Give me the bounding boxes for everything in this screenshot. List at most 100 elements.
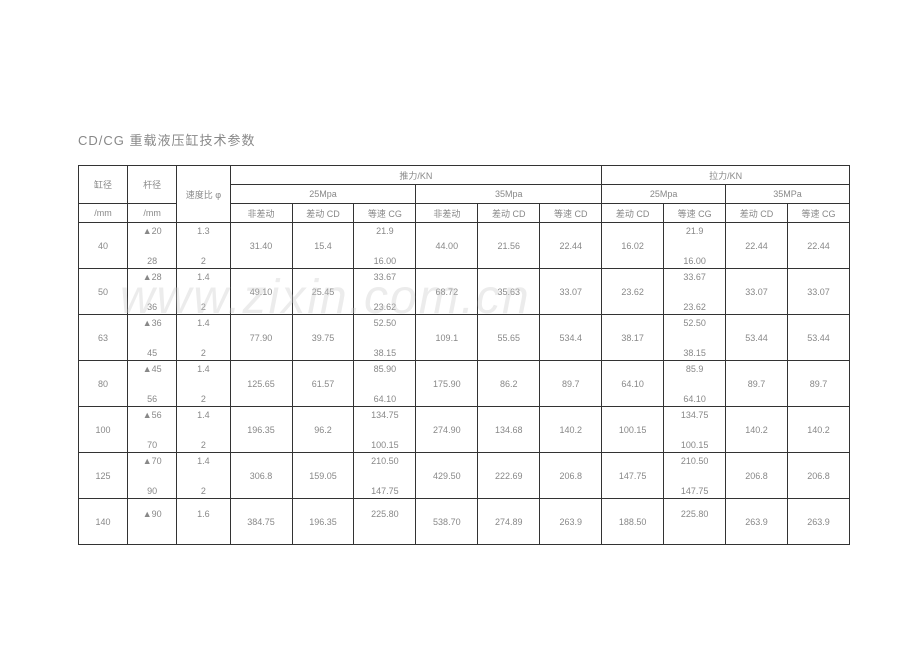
subcol: 差动 CD <box>478 204 540 223</box>
cell: 274.89 <box>478 499 540 545</box>
cell: 15.4 <box>292 223 354 269</box>
cell-bore: 140 <box>79 499 128 545</box>
subcol: 非差动 <box>230 204 292 223</box>
col-25mpa-pull: 25Mpa <box>602 185 726 204</box>
cell: ▲5670 <box>128 407 177 453</box>
subcol: 非差动 <box>416 204 478 223</box>
cell: 89.7 <box>540 361 602 407</box>
cell: 210.50147.75 <box>664 453 726 499</box>
cell: 52.5038.15 <box>664 315 726 361</box>
cell: 96.2 <box>292 407 354 453</box>
subcol: 等速 CD <box>540 204 602 223</box>
cell: 134.75100.15 <box>354 407 416 453</box>
cell: 1.42 <box>177 453 230 499</box>
cell: 64.10 <box>602 361 664 407</box>
table-row: 40▲20281.3231.4015.421.916.0044.0021.562… <box>79 223 850 269</box>
cell: 55.65 <box>478 315 540 361</box>
cell-bore: 125 <box>79 453 128 499</box>
cell: 22.44 <box>787 223 849 269</box>
cell: 44.00 <box>416 223 478 269</box>
cell: 274.90 <box>416 407 478 453</box>
cell: 306.8 <box>230 453 292 499</box>
col-rod: 杆径 <box>128 166 177 204</box>
cell: 188.50 <box>602 499 664 545</box>
cell: 109.1 <box>416 315 478 361</box>
cell: 68.72 <box>416 269 478 315</box>
cell: 429.50 <box>416 453 478 499</box>
cell: ▲4556 <box>128 361 177 407</box>
cell: 89.7 <box>787 361 849 407</box>
cell: 140.2 <box>726 407 788 453</box>
cell: 206.8 <box>787 453 849 499</box>
cell: 225.80 <box>354 499 416 545</box>
table-row: 140▲901.6384.75196.35225.80538.70274.892… <box>79 499 850 545</box>
cell: ▲90 <box>128 499 177 545</box>
cell: 21.916.00 <box>664 223 726 269</box>
cell: 1.42 <box>177 361 230 407</box>
col-35mpa: 35Mpa <box>416 185 602 204</box>
col-pull: 拉力/KN <box>602 166 850 185</box>
cell: 210.50147.75 <box>354 453 416 499</box>
table-row: 80▲45561.42125.6561.5785.9064.10175.9086… <box>79 361 850 407</box>
cell: 33.6723.62 <box>354 269 416 315</box>
cell: 49.10 <box>230 269 292 315</box>
cell: 147.75 <box>602 453 664 499</box>
cell: 1.42 <box>177 315 230 361</box>
cell: 33.07 <box>787 269 849 315</box>
cell: 206.8 <box>540 453 602 499</box>
cell: 140.2 <box>787 407 849 453</box>
subcol: 差动 CD <box>602 204 664 223</box>
table-row: 125▲70901.42306.8159.05210.50147.75429.5… <box>79 453 850 499</box>
cell: 1.32 <box>177 223 230 269</box>
cell: 85.964.10 <box>664 361 726 407</box>
subcol: 差动 CD <box>292 204 354 223</box>
cell: 22.44 <box>726 223 788 269</box>
cell: ▲2028 <box>128 223 177 269</box>
cell: 1.42 <box>177 269 230 315</box>
cell-bore: 40 <box>79 223 128 269</box>
table-header-row: 缸径 杆径 速度比 φ 推力/KN 拉力/KN <box>79 166 850 185</box>
cell: 21.916.00 <box>354 223 416 269</box>
cell: 196.35 <box>230 407 292 453</box>
cell: 38.17 <box>602 315 664 361</box>
cell: 52.5038.15 <box>354 315 416 361</box>
cell: 33.07 <box>726 269 788 315</box>
cell: ▲7090 <box>128 453 177 499</box>
cell: 31.40 <box>230 223 292 269</box>
subcol: 等速 CG <box>354 204 416 223</box>
cell: 25.45 <box>292 269 354 315</box>
cell: 206.8 <box>726 453 788 499</box>
col-push: 推力/KN <box>230 166 602 185</box>
table-row: 63▲36451.4277.9039.7552.5038.15109.155.6… <box>79 315 850 361</box>
cell: 134.75100.15 <box>664 407 726 453</box>
cell-bore: 80 <box>79 361 128 407</box>
table-row: 100▲56701.42196.3596.2134.75100.15274.90… <box>79 407 850 453</box>
cell: 16.02 <box>602 223 664 269</box>
cell: 33.6723.62 <box>664 269 726 315</box>
cell: 22.44 <box>540 223 602 269</box>
cell: ▲2836 <box>128 269 177 315</box>
cell: 384.75 <box>230 499 292 545</box>
cell: 85.9064.10 <box>354 361 416 407</box>
cell: 77.90 <box>230 315 292 361</box>
col-25mpa: 25Mpa <box>230 185 416 204</box>
cell: 53.44 <box>726 315 788 361</box>
cell: 140.2 <box>540 407 602 453</box>
cell: 263.9 <box>787 499 849 545</box>
col-unit: /mm <box>79 204 128 223</box>
cell: 21.56 <box>478 223 540 269</box>
col-35mpa-pull: 35MPa <box>726 185 850 204</box>
cell: 175.90 <box>416 361 478 407</box>
page-title: CD/CG 重载液压缸技术参数 <box>78 130 256 149</box>
cell: 538.70 <box>416 499 478 545</box>
cell-bore: 63 <box>79 315 128 361</box>
cell: 100.15 <box>602 407 664 453</box>
cell: 125.65 <box>230 361 292 407</box>
subcol: 等速 CG <box>664 204 726 223</box>
cell-bore: 50 <box>79 269 128 315</box>
cell: 134.68 <box>478 407 540 453</box>
cell: ▲3645 <box>128 315 177 361</box>
col-unit: /mm <box>128 204 177 223</box>
cell: 263.9 <box>540 499 602 545</box>
cell: 23.62 <box>602 269 664 315</box>
